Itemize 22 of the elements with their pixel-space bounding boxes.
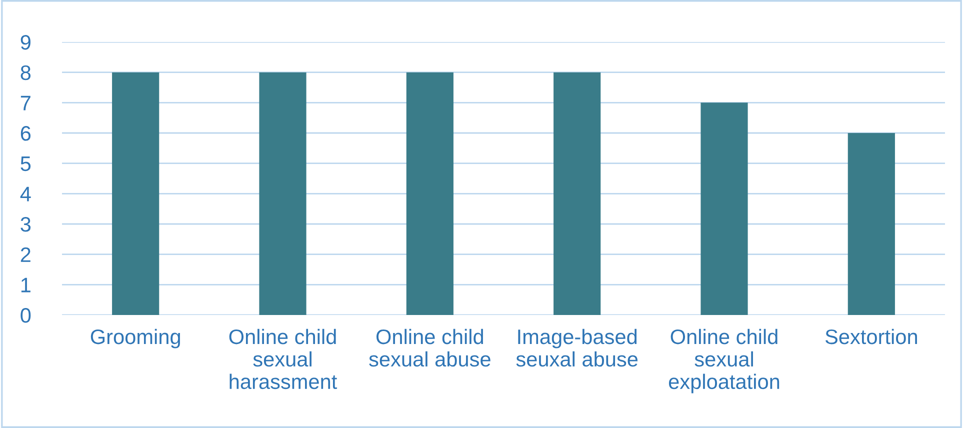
y-tick-label: 1 (21, 278, 30, 292)
bar (406, 72, 454, 315)
y-tick-label: 5 (20, 156, 31, 172)
y-tick-label: 2 (20, 247, 30, 262)
y-tick-label: 9 (20, 35, 30, 50)
x-tick-label: Sextortion (825, 328, 917, 344)
bar (259, 72, 306, 315)
bar (112, 72, 160, 315)
bar (700, 102, 748, 315)
x-tick-label: Online child sexual exploatation (668, 328, 780, 394)
x-tick-label: Image-based seuxal abuse (516, 328, 638, 367)
y-tick-label: 3 (20, 217, 31, 232)
y-tick-label: 8 (20, 65, 31, 80)
y-tick-label: 6 (20, 126, 31, 141)
y-tick-label: 7 (20, 96, 30, 110)
bar (848, 133, 895, 315)
x-tick-label: Online child sexual abuse (369, 328, 490, 367)
y-tick-label: 0 (20, 308, 31, 323)
x-tick-label: Grooming (90, 328, 180, 348)
bar (554, 72, 601, 315)
y-tick-label: 4 (20, 186, 31, 202)
x-tick-label: Online child sexual harassment (229, 328, 338, 390)
